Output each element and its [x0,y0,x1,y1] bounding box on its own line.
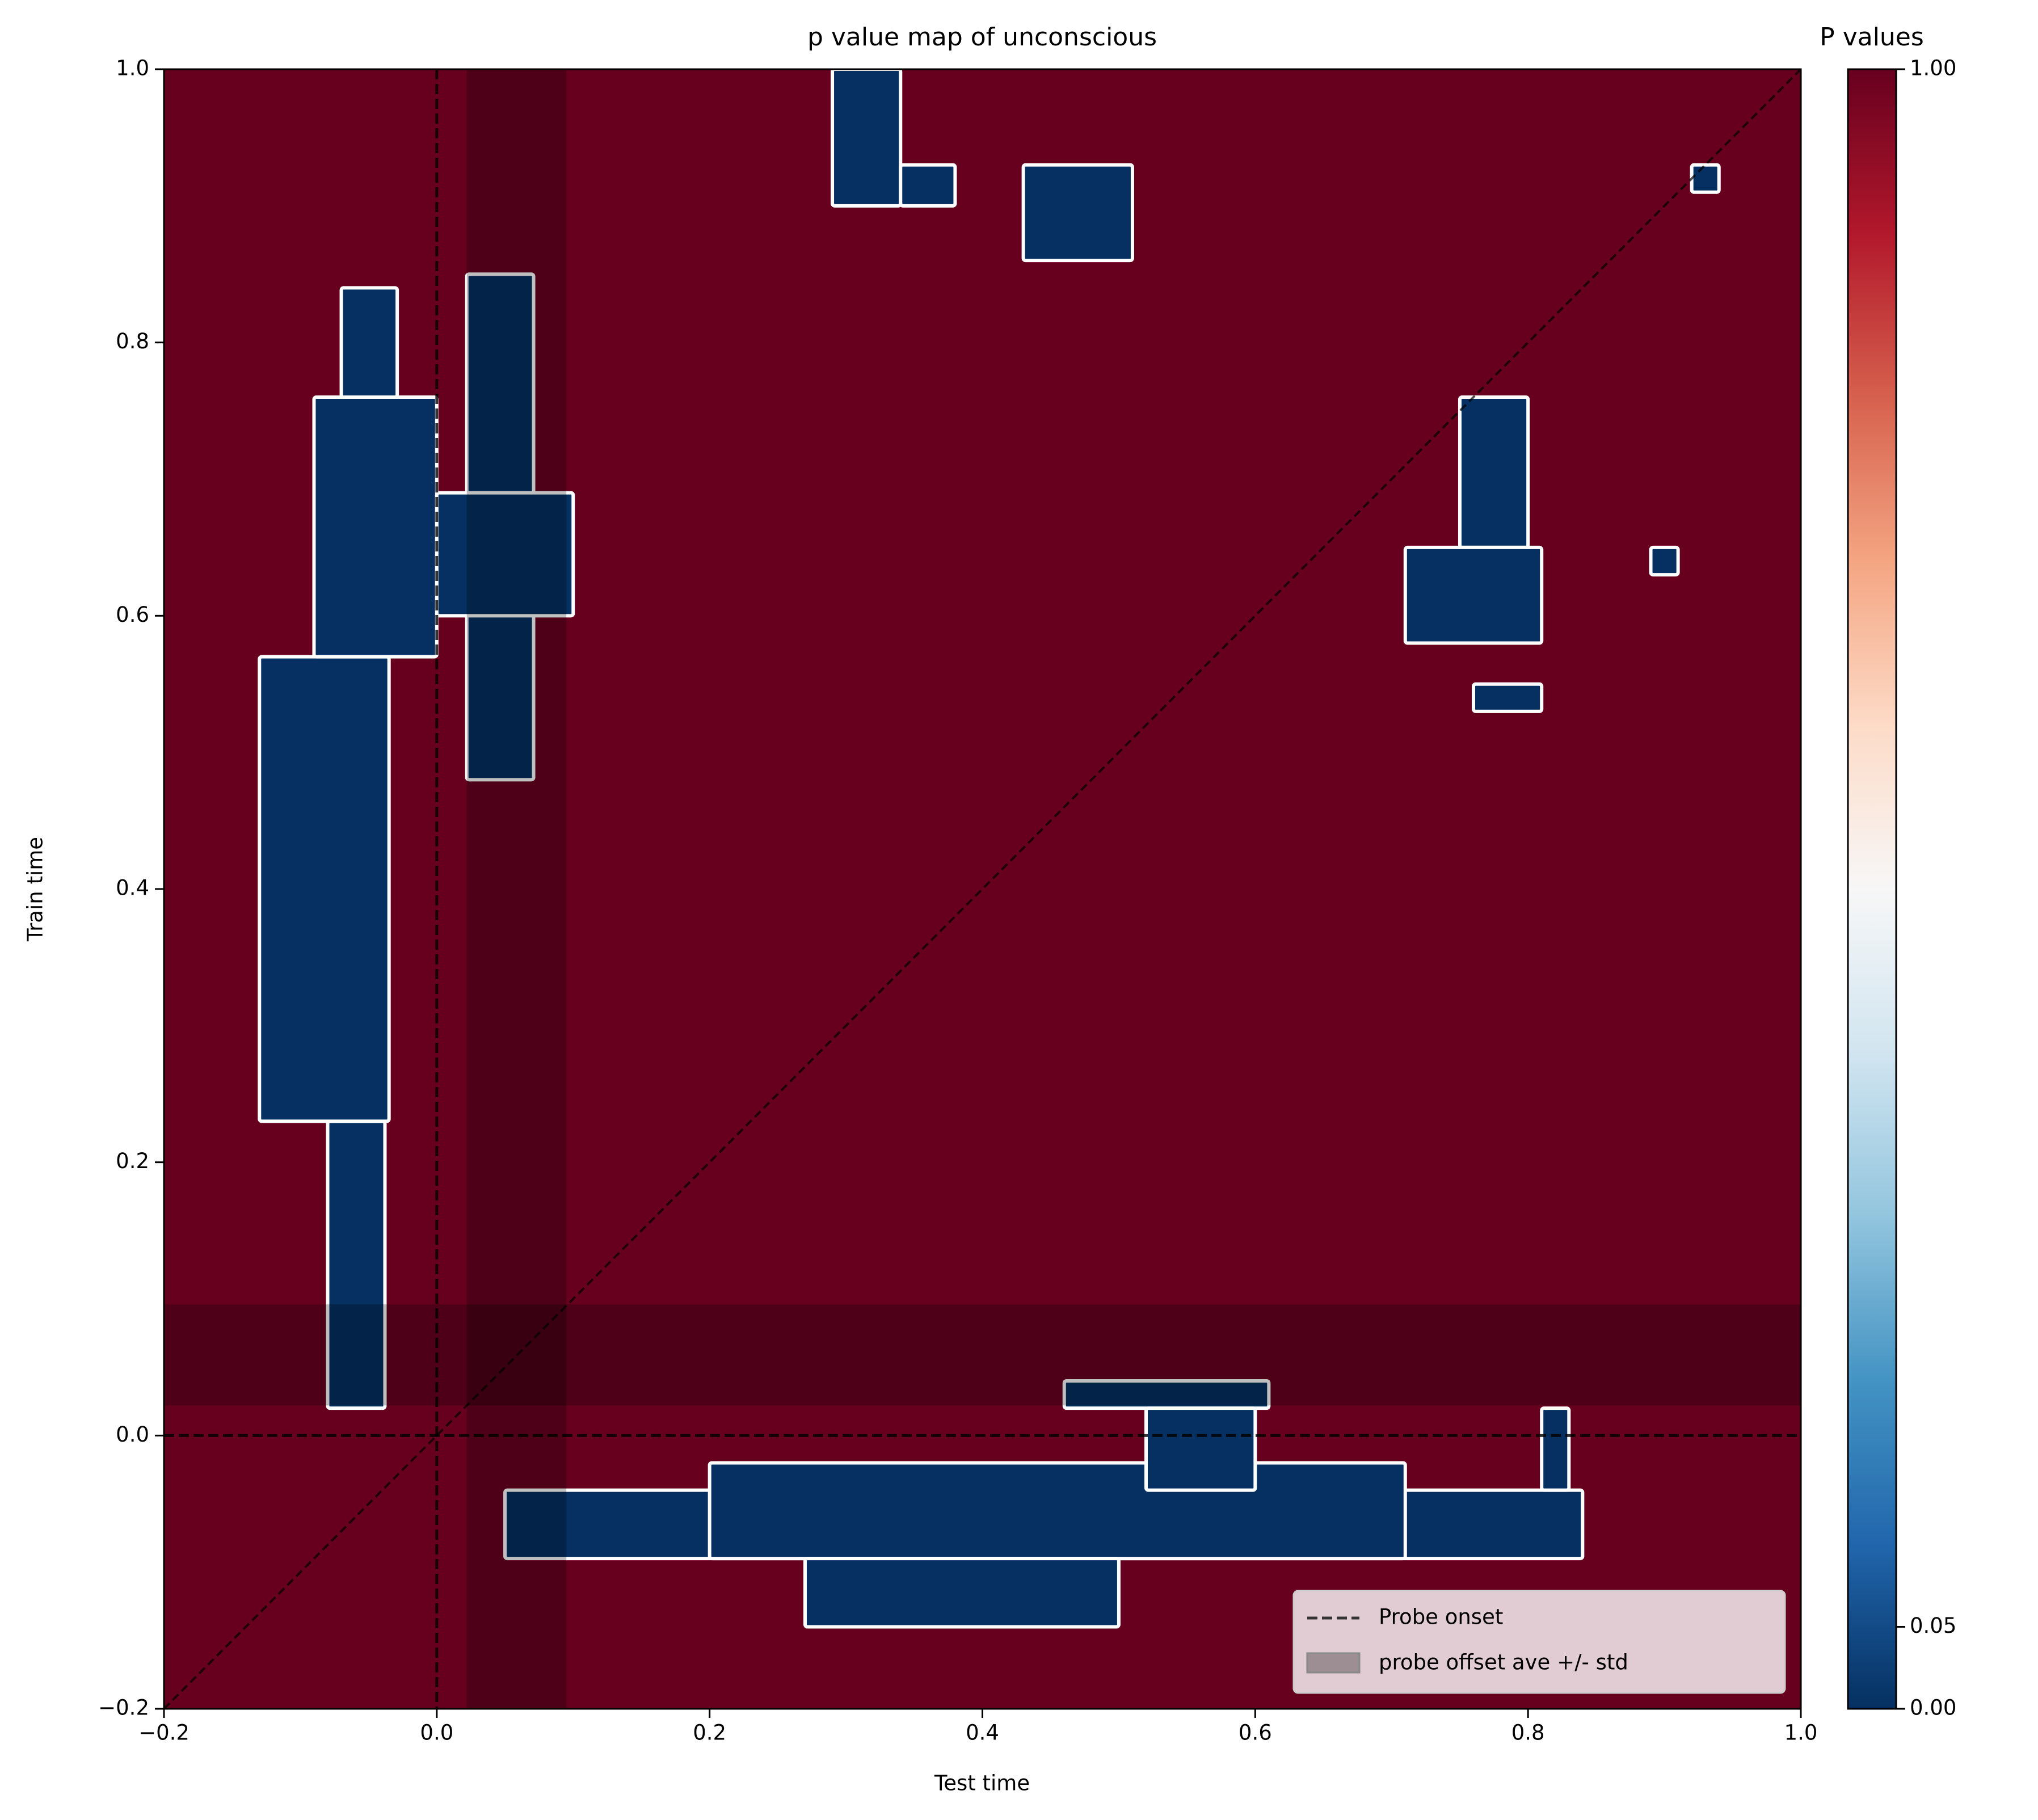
legend-label: Probe onset [1379,1605,1503,1629]
legend-label: probe offset ave +/- std [1379,1650,1628,1675]
colorbar-tick-label: 0.00 [1910,1696,1956,1720]
significant-region [258,655,391,1123]
x-tick-label: 0.4 [966,1721,999,1745]
x-axis-label: Test time [934,1771,1030,1796]
significant-region [1540,1406,1571,1492]
y-tick-label: 0.4 [116,876,149,900]
colorbar-title: P values [1820,23,1924,52]
offset-span-x [466,69,567,1709]
legend: Probe onset probe offset ave +/- std [1292,1590,1786,1694]
legend-box [1292,1590,1786,1694]
x-tick-label: −0.2 [138,1721,190,1745]
axes: −0.2 0.0 0.2 0.4 0.6 0.8 1.0 −0.2 0.0 0.2 0.4 0.6 0.… [98,56,1956,1745]
y-tick-label: 0.6 [116,603,149,627]
x-tick-label: 0.2 [693,1721,726,1745]
significant-region [831,69,903,208]
colorbar-tick-label: 1.00 [1910,56,1956,81]
y-tick-label: −0.2 [98,1696,149,1720]
x-tick-label: 0.8 [1511,1721,1545,1745]
significant-region [899,163,957,208]
significant-region [1458,395,1530,549]
x-tick-label: 0.0 [420,1721,453,1745]
significant-region [1021,163,1134,263]
legend-offset-swatch [1306,1652,1361,1674]
offset-span-y [164,1304,1801,1406]
plot-area [164,69,1801,1709]
y-tick-label: 0.0 [116,1422,149,1447]
significant-region [339,286,399,399]
significant-region [1690,163,1721,194]
x-tick-label: 1.0 [1784,1721,1818,1745]
significant-region [312,395,439,659]
significant-region [803,1557,1121,1629]
significant-region [1403,545,1544,645]
y-axis-label: Train time [23,837,48,942]
x-tick-label: 0.6 [1239,1721,1272,1745]
y-tick-label: 0.8 [116,329,149,353]
significant-region [435,491,575,618]
colorbar [1847,68,1897,1710]
significant-region [708,1461,1407,1561]
significant-region [1649,545,1680,577]
colorbar-tick-label: 0.05 [1910,1613,1956,1638]
chart-title: p value map of unconscious [807,23,1157,52]
significant-region [1472,682,1544,713]
significant-region [1144,1406,1257,1492]
y-tick-label: 1.0 [116,56,149,81]
y-tick-label: 0.2 [116,1149,149,1173]
